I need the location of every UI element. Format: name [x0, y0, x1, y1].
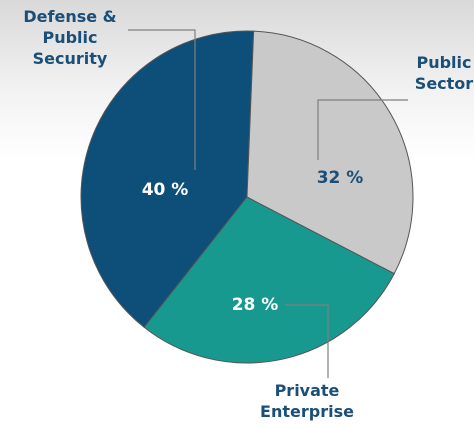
value-label: 32 %	[317, 168, 364, 188]
category-label: Public Sector	[414, 53, 474, 93]
category-label: Private Enterprise	[260, 381, 354, 421]
leader-line	[285, 304, 329, 378]
value-label: 40 %	[142, 180, 189, 200]
leader-line	[128, 29, 196, 170]
pie-slice	[143, 196, 395, 364]
value-label: 28 %	[232, 295, 279, 315]
category-label: Defense & Public Security	[23, 7, 117, 68]
pie-slice	[80, 30, 255, 328]
leader-line	[317, 99, 408, 160]
pie-slice	[246, 30, 414, 275]
